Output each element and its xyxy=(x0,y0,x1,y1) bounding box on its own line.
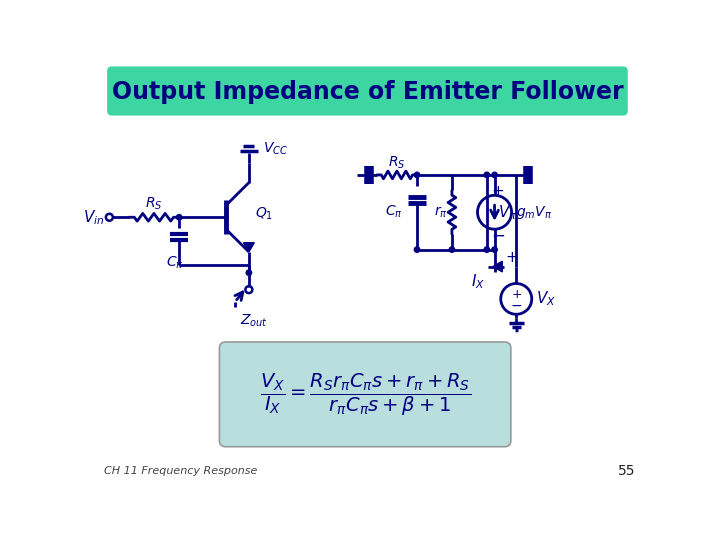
Circle shape xyxy=(246,270,251,275)
Text: $R_S$: $R_S$ xyxy=(388,154,405,171)
Text: $+$: $+$ xyxy=(510,288,522,301)
Text: $I_X$: $I_X$ xyxy=(470,273,485,291)
FancyBboxPatch shape xyxy=(220,342,510,447)
Circle shape xyxy=(484,172,490,178)
Text: $C_{\pi}$: $C_{\pi}$ xyxy=(166,254,184,271)
Polygon shape xyxy=(493,261,503,272)
Circle shape xyxy=(484,247,490,252)
Circle shape xyxy=(492,172,498,178)
Text: $-$: $-$ xyxy=(492,225,505,243)
Text: $V_{CC}$: $V_{CC}$ xyxy=(263,140,288,157)
Text: $r_{\pi}$: $r_{\pi}$ xyxy=(434,205,448,220)
Text: $g_m V_{\pi}$: $g_m V_{\pi}$ xyxy=(516,204,552,221)
Circle shape xyxy=(176,214,182,220)
Text: $-$: $-$ xyxy=(510,298,522,312)
Circle shape xyxy=(414,172,420,178)
Circle shape xyxy=(449,247,454,252)
Text: $Z_{out}$: $Z_{out}$ xyxy=(240,312,268,329)
Text: $V_X$: $V_X$ xyxy=(536,289,556,308)
Circle shape xyxy=(414,247,420,252)
Text: CH 11 Frequency Response: CH 11 Frequency Response xyxy=(104,467,257,476)
Text: $\dfrac{V_X}{I_X} = \dfrac{R_S r_\pi C_\pi s + r_\pi + R_S}{r_\pi C_\pi s + \bet: $\dfrac{V_X}{I_X} = \dfrac{R_S r_\pi C_\… xyxy=(260,371,471,417)
Text: $+$: $+$ xyxy=(492,184,505,199)
Circle shape xyxy=(492,247,498,252)
Text: 55: 55 xyxy=(618,464,636,478)
Text: $V_{in}$: $V_{in}$ xyxy=(84,208,104,227)
Polygon shape xyxy=(243,242,254,252)
Text: $Q_1$: $Q_1$ xyxy=(255,205,274,221)
Text: $V_{\pi}$: $V_{\pi}$ xyxy=(498,203,517,221)
Text: $R_S$: $R_S$ xyxy=(145,196,163,212)
Text: $C_{\pi}$: $C_{\pi}$ xyxy=(385,204,403,220)
Text: Output Impedance of Emitter Follower: Output Impedance of Emitter Follower xyxy=(112,80,624,104)
Text: $+$: $+$ xyxy=(505,250,518,265)
FancyBboxPatch shape xyxy=(108,67,627,115)
